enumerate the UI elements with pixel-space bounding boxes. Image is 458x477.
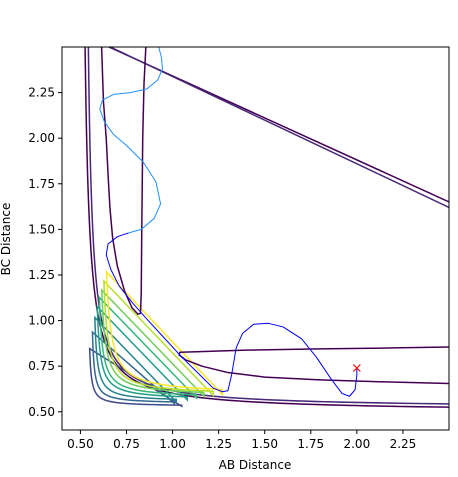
plot-background	[62, 47, 449, 430]
contour-loop-1	[100, 47, 147, 315]
contour-line-1	[84, 47, 449, 408]
trajectory-layer	[99, 47, 358, 397]
x-axis: 0.50 0.75 1.00 1.25 1.50 1.75 2.00 2.25	[67, 430, 416, 451]
contour-line-2	[87, 47, 449, 405]
trajectory-line-1	[105, 232, 358, 397]
contour-line-3	[88, 347, 183, 408]
x-tick-label: 2.00	[343, 437, 370, 451]
contour-line-8	[100, 288, 205, 399]
y-tick-label: 1.50	[28, 222, 55, 236]
y-axis-label: BC Distance	[0, 203, 13, 276]
x-tick-label: 1.75	[297, 437, 324, 451]
y-tick-label: 1.75	[28, 177, 55, 191]
x-tick-label: 1.00	[159, 437, 186, 451]
contour-line-6	[96, 304, 189, 402]
x-tick-label: 0.50	[67, 437, 94, 451]
contour-line-7	[98, 295, 198, 400]
x-axis-label: AB Distance	[219, 458, 292, 472]
x-tick-label: 1.25	[205, 437, 232, 451]
marker-layer	[352, 364, 361, 372]
contour-layer	[84, 47, 449, 408]
contour-line-9	[103, 279, 214, 398]
trajectory-line-2	[99, 47, 163, 234]
y-tick-label: 0.50	[28, 405, 55, 419]
start-marker	[352, 364, 361, 372]
contour-line-10	[105, 270, 224, 397]
y-tick-label: 2.00	[28, 131, 55, 145]
y-tick-label: 1.25	[28, 268, 55, 282]
plot-frame	[61, 46, 450, 431]
y-tick-label: 1.00	[28, 314, 55, 328]
contour-line-4	[91, 330, 176, 406]
y-tick-label: 0.75	[28, 359, 55, 373]
y-tick-label: 2.25	[28, 86, 55, 100]
x-tick-label: 0.75	[113, 437, 140, 451]
contour-line-5	[94, 315, 177, 404]
y-axis: 0.50 0.75 1.00 1.25 1.50 1.75 2.00 2.25	[28, 86, 62, 419]
x-tick-label: 1.50	[251, 437, 278, 451]
x-tick-label: 2.25	[390, 437, 417, 451]
